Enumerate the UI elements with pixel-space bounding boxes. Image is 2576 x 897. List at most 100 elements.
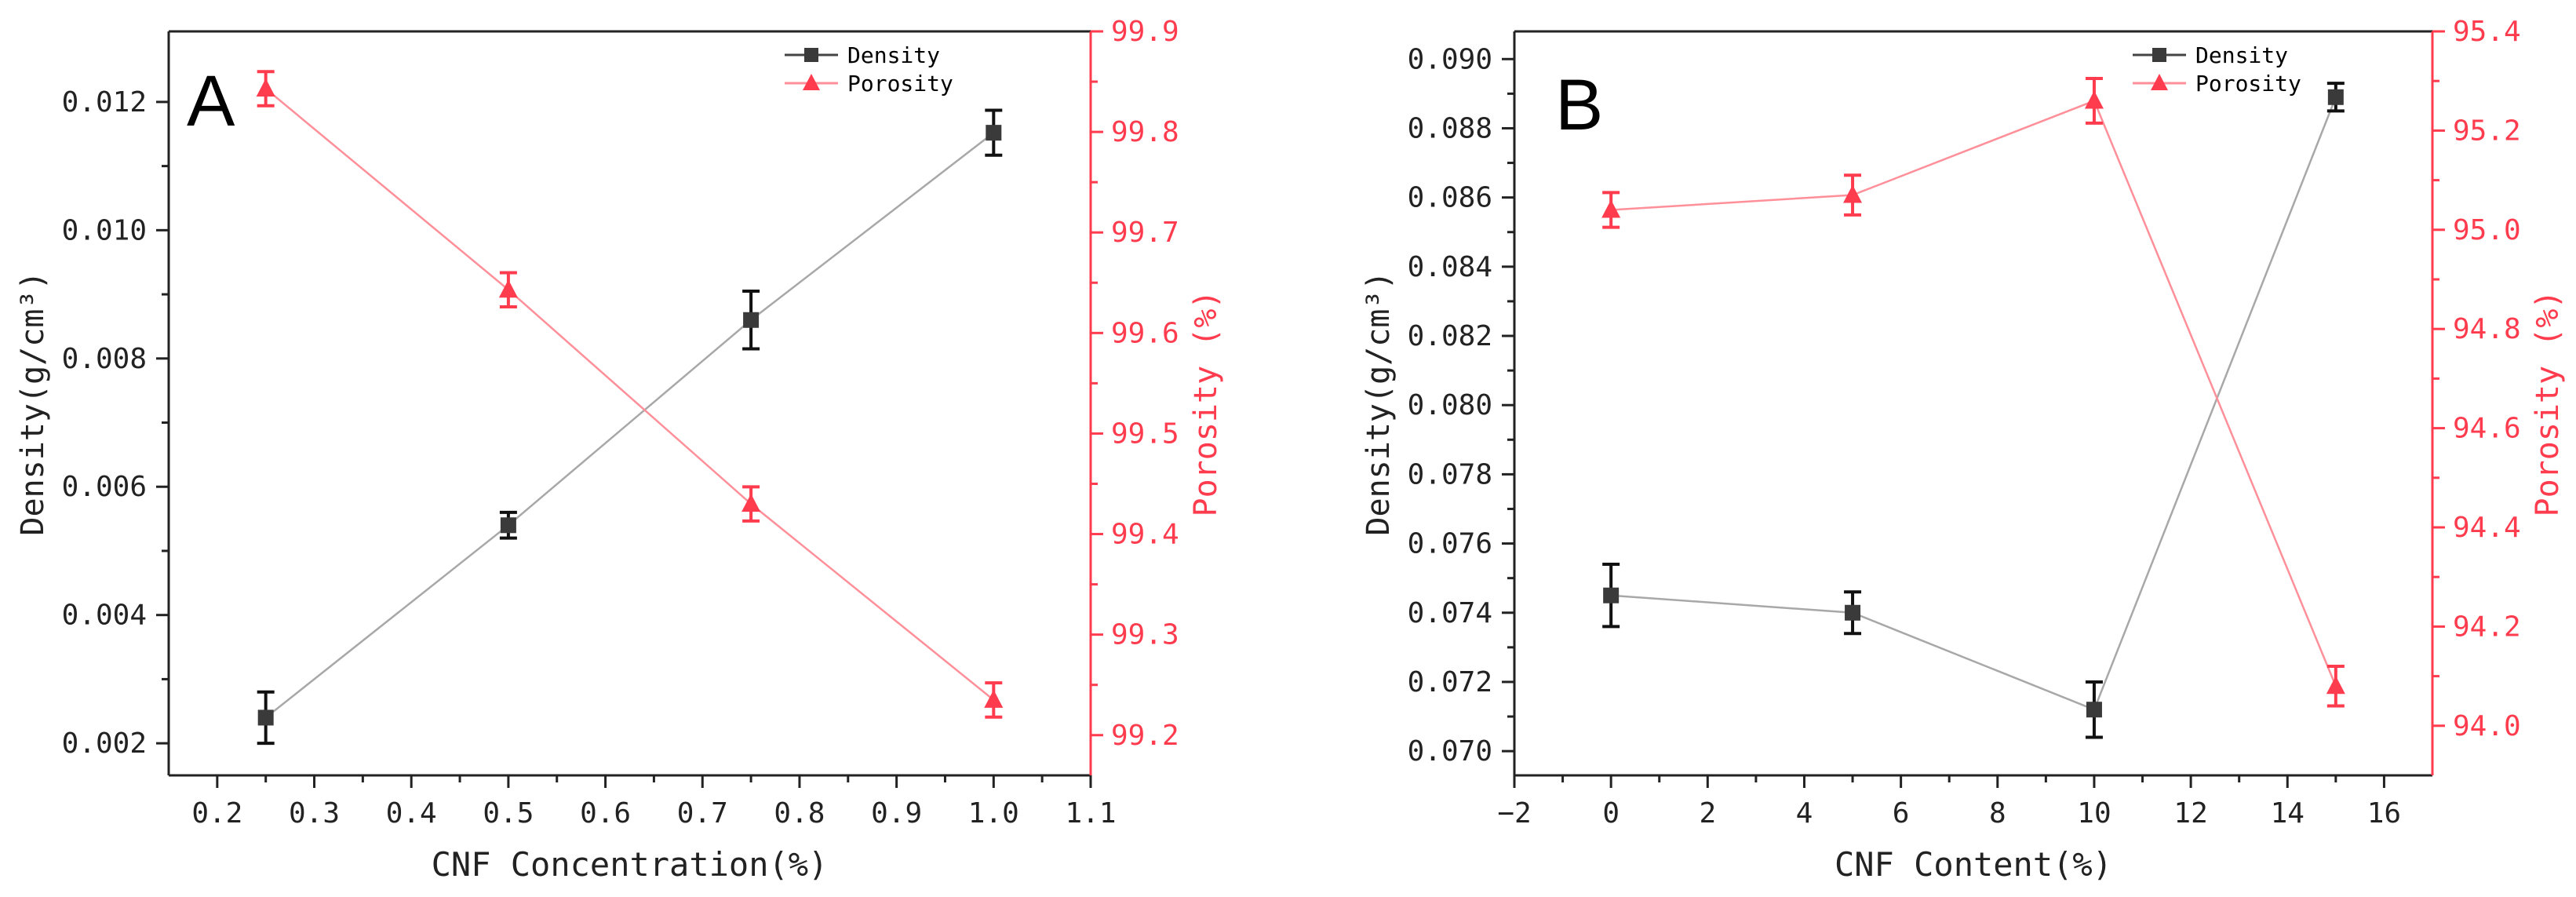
- series-line: [1611, 97, 2337, 711]
- data-point: [1845, 604, 1861, 621]
- legend-marker: [803, 74, 820, 90]
- panel-b: −2 0 2 4 6 8 10 12 14 16 CNF Content(%) 0.070 0.072 0…: [1361, 16, 2566, 884]
- x-axis-label: CNF Concentration(%): [432, 845, 829, 884]
- data-point: [1843, 184, 1863, 203]
- y2-tick-label: 95.2: [2453, 115, 2521, 147]
- x-tick-label: 0.3: [289, 797, 340, 830]
- data-point: [984, 689, 1004, 708]
- x-tick-label: 4: [1796, 797, 1813, 830]
- legend: Density Porosity: [2133, 42, 2301, 97]
- x-tick-label: 0: [1602, 797, 1620, 830]
- y2-tick-label: 99.7: [1111, 217, 1179, 249]
- series-porosity: [256, 70, 1004, 719]
- y2-tick-label: 95.4: [2453, 16, 2521, 48]
- legend-label: Density: [847, 42, 940, 68]
- y2-tick-label: 99.9: [1111, 16, 1179, 48]
- y-tick-label: 0.086: [1408, 182, 1492, 214]
- x-tick-label: 0.7: [677, 797, 728, 830]
- data-point: [498, 279, 518, 298]
- x-axis-label: CNF Content(%): [1835, 845, 2112, 884]
- data-point: [500, 517, 516, 534]
- y-tick-label: 0.082: [1408, 320, 1492, 352]
- y2-tick-label: 99.3: [1111, 619, 1179, 651]
- y-tick-label: 0.074: [1408, 597, 1492, 629]
- y-tick-label: 0.078: [1408, 458, 1492, 490]
- y-axis-label: Density(g/cm³): [15, 271, 51, 535]
- data-point: [1603, 587, 1620, 603]
- legend-item-porosity: Porosity: [2133, 71, 2301, 97]
- y2-tick-label: 99.2: [1111, 720, 1179, 752]
- x-tick-label: 12: [2173, 797, 2207, 830]
- data-point: [2086, 702, 2102, 718]
- y2-tick-label: 94.8: [2453, 313, 2521, 345]
- data-point: [2327, 89, 2344, 105]
- y-tick-label: 0.010: [62, 214, 147, 246]
- data-point: [256, 78, 275, 97]
- legend-marker: [2152, 48, 2166, 62]
- y2-axis-label: Porosity (%): [2530, 290, 2566, 517]
- y-tick-label: 0.002: [62, 727, 147, 760]
- x-tick-label: 0.2: [191, 797, 242, 830]
- x-tick-label: 0.8: [774, 797, 825, 830]
- legend-label: Density: [2195, 42, 2288, 68]
- y-tick-label: 0.090: [1408, 43, 1492, 75]
- legend-item-density: Density: [2133, 42, 2288, 68]
- x-tick-label: 1.1: [1065, 797, 1116, 830]
- legend-item-porosity: Porosity: [785, 71, 953, 97]
- x-tick-label: 0.6: [580, 797, 631, 830]
- legend-item-density: Density: [785, 42, 940, 68]
- panel-label: A: [187, 61, 235, 141]
- data-point: [1601, 199, 1621, 218]
- y2-tick-label: 94.0: [2453, 710, 2521, 742]
- x-tick-label: 6: [1893, 797, 1910, 830]
- series-density: [257, 108, 1003, 746]
- y-tick-label: 0.072: [1408, 666, 1492, 698]
- y-tick-label: 0.076: [1408, 528, 1492, 560]
- y2-tick-label: 94.6: [2453, 413, 2521, 445]
- series-line: [264, 132, 995, 719]
- data-point: [257, 709, 274, 726]
- x-tick-label: 2: [1699, 797, 1716, 830]
- y-tick-label: 0.070: [1408, 735, 1492, 768]
- x-tick-label: 0.9: [871, 797, 922, 830]
- x-tick-label: 0.5: [483, 797, 534, 830]
- y2-tick-label: 94.4: [2453, 512, 2521, 544]
- y2-tick-label: 99.5: [1111, 418, 1179, 450]
- series-line: [264, 88, 995, 701]
- y2-tick-label: 94.2: [2453, 611, 2521, 643]
- legend: Density Porosity: [785, 42, 953, 97]
- legend-label: Porosity: [2195, 71, 2301, 97]
- x-tick-label: 8: [1989, 797, 2006, 830]
- panel-a: 0.2 0.3 0.4 0.5 0.6 0.7 0.8 0.9 1.0 1.1 CNF Concen…: [15, 16, 1224, 884]
- legend-label: Porosity: [847, 71, 953, 97]
- x-tick-label: 1.0: [968, 797, 1019, 830]
- y-axis-label: Density(g/cm³): [1361, 271, 1397, 535]
- y2-tick-label: 99.6: [1111, 317, 1179, 349]
- data-point: [2326, 676, 2345, 695]
- y2-axis-label: Porosity (%): [1188, 290, 1224, 517]
- series-line: [1611, 99, 2337, 687]
- series-porosity: [1601, 77, 2345, 708]
- y-tick-label: 0.088: [1408, 112, 1492, 144]
- data-point: [986, 125, 1002, 141]
- y-tick-label: 0.004: [62, 600, 147, 632]
- x-tick-label: 0.4: [386, 797, 437, 830]
- x-tick-label: −2: [1497, 797, 1531, 830]
- y-tick-label: 0.012: [62, 86, 147, 119]
- data-point: [2084, 90, 2104, 109]
- data-point: [743, 312, 760, 328]
- y2-tick-label: 95.0: [2453, 214, 2521, 246]
- x-tick-label: 10: [2077, 797, 2111, 830]
- y-tick-label: 0.084: [1408, 251, 1492, 283]
- series-density: [1602, 82, 2345, 739]
- y2-tick-label: 99.4: [1111, 519, 1179, 551]
- x-tick-label: 16: [2367, 797, 2401, 830]
- legend-marker: [2151, 74, 2168, 90]
- y-tick-label: 0.080: [1408, 389, 1492, 421]
- legend-marker: [804, 48, 818, 62]
- panel-label: B: [1555, 65, 1603, 145]
- y2-tick-label: 99.8: [1111, 116, 1179, 148]
- y-tick-label: 0.008: [62, 343, 147, 375]
- x-tick-label: 14: [2271, 797, 2305, 830]
